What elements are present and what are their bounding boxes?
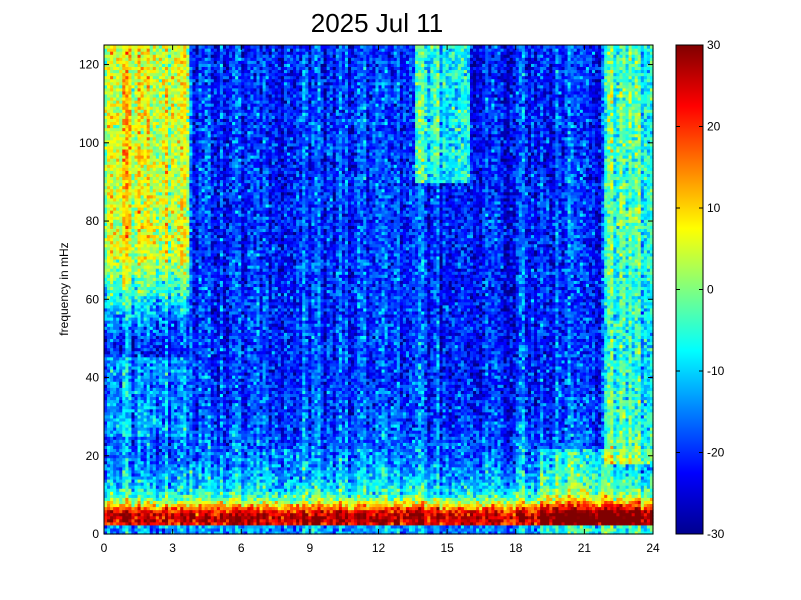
chart-title: 2025 Jul 11 bbox=[311, 8, 444, 38]
spectrogram-heatmap bbox=[104, 45, 654, 535]
